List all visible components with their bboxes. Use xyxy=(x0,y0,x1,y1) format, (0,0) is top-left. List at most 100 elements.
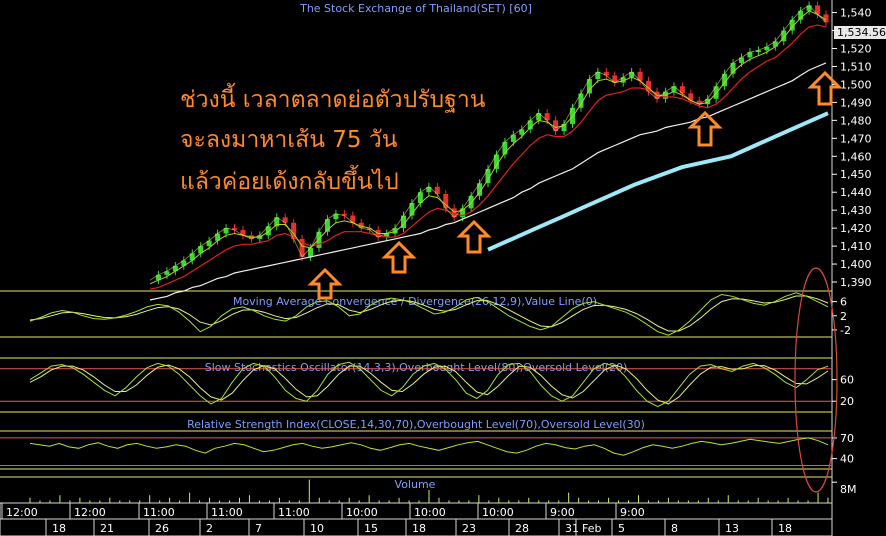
price-candle xyxy=(164,271,170,275)
price-candle xyxy=(198,246,204,254)
time-lower-label: 8 xyxy=(671,522,678,535)
time-lower-label: 2 xyxy=(206,522,213,535)
price-candle xyxy=(739,57,744,63)
price-candle xyxy=(510,134,516,142)
ma-mid-line xyxy=(149,24,827,290)
time-upper-label: 10:00 xyxy=(346,506,378,519)
price-candle xyxy=(595,71,601,80)
time-upper-label: 10:00 xyxy=(482,506,514,519)
time-lower-label: 13 xyxy=(725,522,739,535)
last-price-tag xyxy=(834,26,886,39)
price-tick-label: 1,420 xyxy=(840,222,872,235)
time-lower-label: 23 xyxy=(462,522,476,535)
price-candle xyxy=(240,229,246,236)
up-arrow-icon xyxy=(807,70,843,106)
price-candle xyxy=(629,71,635,78)
annotation-line-3: แล้วค่อยเด้งกลับขึ้นไป xyxy=(180,165,399,195)
price-tick-label: 1,430 xyxy=(840,204,872,217)
volume-tick-label: 8M xyxy=(840,483,857,496)
price-candle xyxy=(764,46,770,51)
price-candle xyxy=(443,194,449,209)
time-lower-label: 5 xyxy=(618,522,625,535)
indicator-lines xyxy=(29,292,829,456)
rsi-values-line xyxy=(29,437,829,456)
chart-title: The Stock Exchange of Thailand(SET) [60] xyxy=(299,2,532,15)
highlight-oval xyxy=(794,267,838,493)
price-candle xyxy=(781,30,787,42)
price-candle xyxy=(409,202,415,216)
macd-macd-line xyxy=(29,292,829,336)
price-candle xyxy=(460,208,466,218)
price-tick-label: 1,510 xyxy=(840,60,872,73)
time-axis: 12:00 12:00 11:00 11:00 11:00 10:00 10:00 10:00… xyxy=(1,503,792,536)
price-candle xyxy=(316,231,322,248)
time-lower-label: Feb xyxy=(582,522,601,535)
macd-tick-label: 6 xyxy=(840,296,847,309)
up-arrow-icon xyxy=(456,219,492,254)
price-candle xyxy=(806,5,812,11)
price-candle xyxy=(282,217,288,223)
macd-signal-line xyxy=(29,295,829,332)
time-lower-label: 18 xyxy=(52,522,66,535)
value-axis: 1,5401,5301,5201,5101,5001,4901,4801,470… xyxy=(832,7,872,496)
stochastic-tick-label: 60 xyxy=(840,374,854,387)
time-lower-label: 18 xyxy=(412,522,426,535)
price-tick-label: 1,400 xyxy=(840,258,872,271)
ma-short-line xyxy=(149,10,827,285)
price-tick-label: 1,460 xyxy=(840,150,872,163)
price-candle xyxy=(232,228,237,230)
price-tick-label: 1,500 xyxy=(840,78,872,91)
price-candle xyxy=(417,192,423,203)
rsi-title: Relative Strength Index(CLOSE,14,30,70),… xyxy=(187,418,645,431)
price-candle xyxy=(384,233,390,238)
volume-title: Volume xyxy=(395,478,436,491)
price-candle xyxy=(341,213,347,216)
price-candle xyxy=(155,274,161,281)
price-candle xyxy=(519,129,525,135)
price-candle xyxy=(612,75,618,83)
ma-75-projection-line xyxy=(487,111,829,252)
time-upper-label: 9:00 xyxy=(620,506,645,519)
price-tick-label: 1,450 xyxy=(840,168,872,181)
volume-bars xyxy=(29,479,829,503)
macd-tick-label: 2 xyxy=(840,310,847,323)
price-candle xyxy=(823,14,829,23)
price-candles xyxy=(155,1,829,285)
stochastic-k-line xyxy=(29,361,829,408)
price-candle xyxy=(772,41,778,47)
price-candle xyxy=(705,98,711,105)
price-candle xyxy=(367,228,373,230)
time-upper-label: 11:00 xyxy=(211,506,243,519)
stochastic-title: Slow Stochastics Oscillator(14,3,3),Over… xyxy=(205,361,628,374)
price-candle xyxy=(401,215,406,229)
last-price-label: 1,534.56 xyxy=(837,26,886,39)
price-candle xyxy=(696,100,702,105)
price-candle xyxy=(223,228,229,234)
price-candle xyxy=(451,208,457,218)
price-candle xyxy=(358,222,364,229)
price-tick-label: 1,490 xyxy=(840,96,872,109)
price-candle xyxy=(747,52,753,58)
price-tick-label: 1,520 xyxy=(840,43,872,56)
macd-tick-label: -2 xyxy=(840,324,851,337)
price-candle xyxy=(620,77,626,83)
ma-long-line xyxy=(149,62,827,301)
price-candle xyxy=(603,71,609,76)
rsi-tick-label: 70 xyxy=(840,432,854,445)
indicator-level-lines xyxy=(0,368,832,467)
price-candle xyxy=(586,79,592,94)
time-upper-label: 12:00 xyxy=(74,506,106,519)
price-candle xyxy=(426,186,432,193)
time-lower-label: 15 xyxy=(364,522,378,535)
price-tick-label: 1,470 xyxy=(840,132,872,145)
price-candle xyxy=(671,86,677,92)
time-upper-label: 12:00 xyxy=(6,506,38,519)
close-line xyxy=(149,4,827,281)
price-tick-label: 1,390 xyxy=(840,276,872,289)
annotation-arrows xyxy=(307,70,843,300)
time-upper-label: 11:00 xyxy=(143,506,175,519)
price-candle xyxy=(688,93,694,101)
price-candle xyxy=(333,213,339,220)
